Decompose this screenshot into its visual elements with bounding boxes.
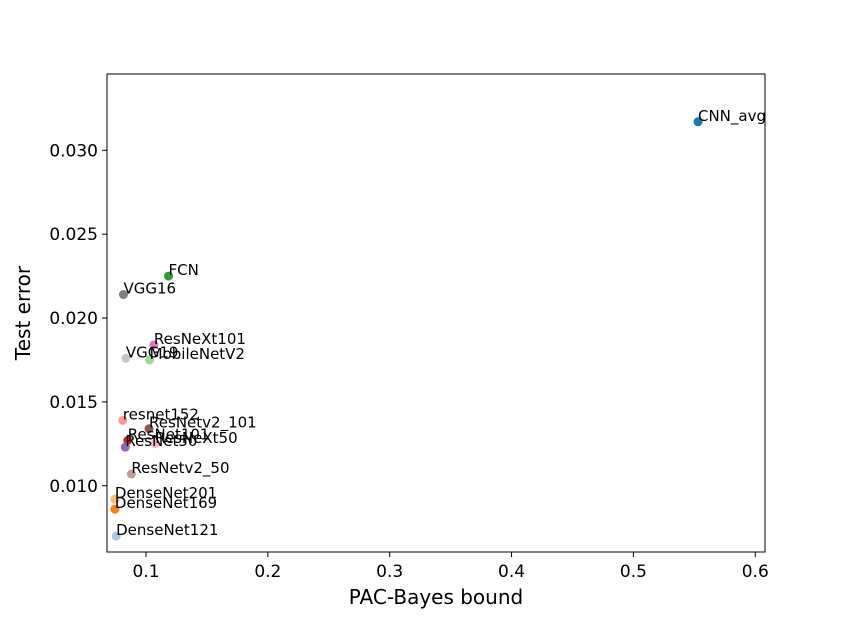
data-point — [121, 353, 131, 363]
data-point-label: ResNet101 — [128, 425, 210, 443]
data-point-label: VGG19 — [126, 343, 179, 361]
y-tick-label: 0.015 — [49, 393, 98, 413]
data-point-label: ResNetv2_101 — [149, 414, 257, 433]
x-axis: 0.1 0.2 0.3 0.4 0.5 0.6 — [132, 552, 769, 582]
data-point-label: FCN — [169, 261, 199, 279]
data-point-label: resnet152 — [123, 405, 199, 423]
data-point — [693, 117, 703, 127]
data-point — [118, 290, 128, 300]
x-tick-label: 0.4 — [498, 562, 525, 582]
data-point-label: MobileNetV2 — [150, 345, 245, 363]
y-tick-label: 0.010 — [49, 477, 98, 497]
data-point-label: DenseNet169 — [115, 494, 217, 512]
data-point-label: CNN_avg — [698, 107, 766, 126]
x-tick-label: 0.6 — [742, 562, 769, 582]
data-point-label: VGG16 — [123, 280, 176, 298]
y-axis-label: Test error — [11, 265, 35, 361]
data-point — [111, 531, 121, 541]
data-point-label: ResNet50 — [125, 432, 197, 450]
data-point — [110, 494, 120, 504]
y-tick-label: 0.030 — [49, 141, 98, 161]
data-point-label: DenseNet121 — [116, 521, 218, 539]
x-tick-label: 0.1 — [132, 562, 159, 582]
x-tick-label: 0.3 — [376, 562, 403, 582]
data-point — [144, 424, 154, 434]
data-point-label: ResNetv2_50 — [131, 459, 229, 478]
x-tick-label: 0.5 — [620, 562, 647, 582]
y-tick-label: 0.025 — [49, 225, 98, 245]
data-point — [164, 271, 174, 281]
data-point-label: ResNeXt101 — [154, 330, 246, 348]
data-point-label: DenseNet201 — [115, 484, 217, 502]
data-points — [110, 117, 703, 541]
data-point — [120, 442, 130, 452]
data-point — [149, 340, 159, 350]
y-axis: 0.010 0.015 0.020 0.025 0.030 — [49, 141, 107, 497]
y-tick-label: 0.020 — [49, 309, 98, 329]
data-point — [150, 439, 160, 449]
data-point — [118, 415, 128, 425]
data-point — [145, 355, 155, 365]
plot-area-frame — [106, 73, 766, 553]
x-axis-label: PAC-Bayes bound — [349, 585, 523, 609]
data-point — [126, 469, 136, 479]
data-point — [110, 504, 120, 514]
data-point-label: ResNeXt50 — [155, 429, 238, 447]
x-tick-label: 0.2 — [254, 562, 281, 582]
